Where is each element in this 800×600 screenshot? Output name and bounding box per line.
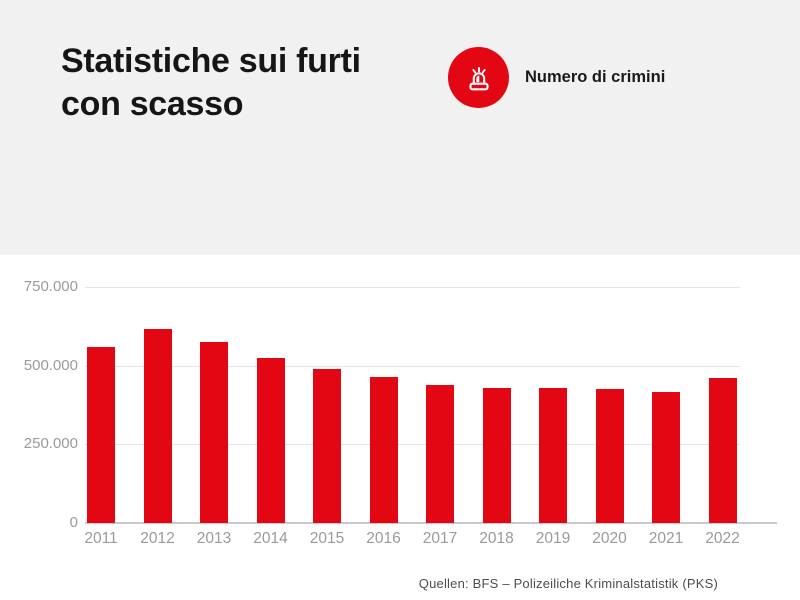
grid-line: [85, 287, 740, 288]
bar-2012: [143, 329, 172, 523]
x-axis-tick-label: 2015: [309, 530, 345, 547]
x-axis-tick-label: 2013: [196, 530, 232, 547]
bar-2020: [595, 389, 624, 523]
y-axis-tick-label: 750.000: [23, 278, 78, 295]
bar-2013: [200, 342, 228, 523]
y-axis-tick-label: 0: [69, 514, 78, 531]
x-axis-tick-label: 2022: [705, 530, 740, 547]
x-axis-tick-label: 2020: [592, 530, 627, 547]
y-axis-tick-label: 500.000: [23, 356, 78, 374]
x-axis-tick-label: 2018: [479, 530, 514, 547]
header: Statistiche sui furti con scasso Numero d…: [0, 0, 800, 255]
page-title-line2: con scasso: [61, 85, 244, 123]
x-axis-tick-label: 2014: [253, 530, 288, 547]
siren-icon: [448, 47, 509, 108]
bar-2017: [426, 384, 454, 523]
x-axis-tick-label: 2011: [84, 530, 118, 547]
y-axis-tick-label: 250.000: [23, 435, 78, 453]
bar-2018: [482, 387, 511, 523]
source-note: Quellen: BFS – Polizeiliche Kriminalstat…: [418, 576, 718, 591]
x-axis-tick-label: 2017: [422, 530, 458, 547]
page-title: Statistiche sui furti con scasso: [61, 40, 361, 126]
legend: Numero di crimini: [448, 47, 665, 108]
bar-2022: [708, 378, 737, 523]
page-title-line1: Statistiche sui furti: [61, 42, 361, 80]
x-axis-tick-label: 2019: [535, 530, 571, 547]
grid-line: [85, 444, 740, 446]
bar-2015: [313, 368, 341, 523]
x-axis-tick-label: 2012: [140, 530, 175, 547]
bar-2011: [87, 346, 115, 523]
grid-line: [85, 365, 740, 367]
bar-2019: [539, 387, 567, 523]
x-axis-line: [85, 522, 777, 524]
bar-2014: [256, 357, 285, 523]
bar-2021: [652, 392, 680, 523]
x-axis-tick-label: 2016: [366, 530, 401, 547]
bar-2016: [369, 376, 398, 523]
x-axis-tick-label: 2021: [648, 530, 684, 547]
legend-label: Numero di crimini: [525, 68, 666, 86]
